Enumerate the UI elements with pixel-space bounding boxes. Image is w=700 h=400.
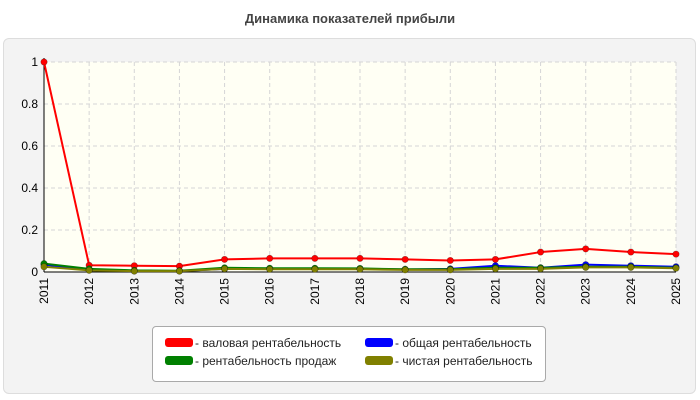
x-tick-label: 2025	[669, 278, 683, 305]
x-tick-label: 2024	[624, 278, 638, 305]
y-tick-label: 0	[31, 265, 38, 279]
legend-swatch-gross-margin	[165, 338, 193, 347]
x-tick-label: 2014	[172, 278, 186, 305]
data-point	[221, 265, 229, 273]
x-tick-label: 2015	[218, 278, 232, 305]
data-point	[446, 266, 454, 274]
data-point	[130, 267, 138, 275]
legend-label-sales-margin: - рентабельность продаж	[195, 354, 337, 368]
y-tick-label: 0.2	[21, 223, 38, 237]
legend-label-net-margin: - чистая рентабельность	[395, 354, 533, 368]
data-point	[627, 263, 635, 271]
x-tick-label: 2016	[263, 278, 277, 305]
x-tick-label: 2018	[353, 278, 367, 305]
data-point	[221, 255, 229, 263]
data-point	[672, 250, 680, 258]
data-point	[356, 265, 364, 273]
data-point	[491, 265, 499, 273]
data-point	[356, 254, 364, 262]
legend-label-gross-margin: - валовая рентабельность	[195, 336, 342, 350]
chart-title: Динамика показателей прибыли	[244, 11, 456, 26]
y-tick-label: 0.8	[21, 97, 38, 111]
legend-swatch-net-margin	[365, 356, 393, 365]
x-tick-label: 2020	[443, 278, 457, 305]
data-point	[582, 263, 590, 271]
y-tick-label: 0.4	[21, 181, 38, 195]
x-tick-label: 2021	[488, 278, 502, 305]
legend-swatch-total-margin	[365, 338, 393, 347]
data-point	[627, 248, 635, 256]
data-point	[266, 254, 274, 262]
data-point	[401, 266, 409, 274]
data-point	[537, 248, 545, 256]
x-tick-label: 2019	[398, 278, 412, 305]
data-point	[311, 254, 319, 262]
data-point	[85, 266, 93, 274]
x-tick-label: 2017	[308, 278, 322, 305]
y-tick-label: 0.6	[21, 139, 38, 153]
data-point	[40, 58, 48, 66]
x-tick-label: 2023	[579, 278, 593, 305]
data-point	[401, 255, 409, 263]
data-point	[446, 256, 454, 264]
data-point	[491, 255, 499, 263]
data-point	[537, 265, 545, 273]
data-point	[311, 265, 319, 273]
data-point	[582, 245, 590, 253]
chart-legend: - валовая рентабельность - общая рентабе…	[152, 326, 546, 382]
data-point	[672, 264, 680, 272]
x-tick-label: 2022	[534, 278, 548, 305]
legend-swatch-sales-margin	[165, 356, 193, 365]
x-tick-label: 2011	[37, 278, 51, 304]
data-point	[40, 263, 48, 271]
data-point	[175, 267, 183, 275]
data-point	[266, 265, 274, 273]
y-tick-label: 1	[31, 55, 38, 69]
legend-label-total-margin: - общая рентабельность	[395, 336, 532, 350]
x-tick-label: 2013	[127, 278, 141, 305]
x-tick-label: 2012	[82, 278, 96, 305]
